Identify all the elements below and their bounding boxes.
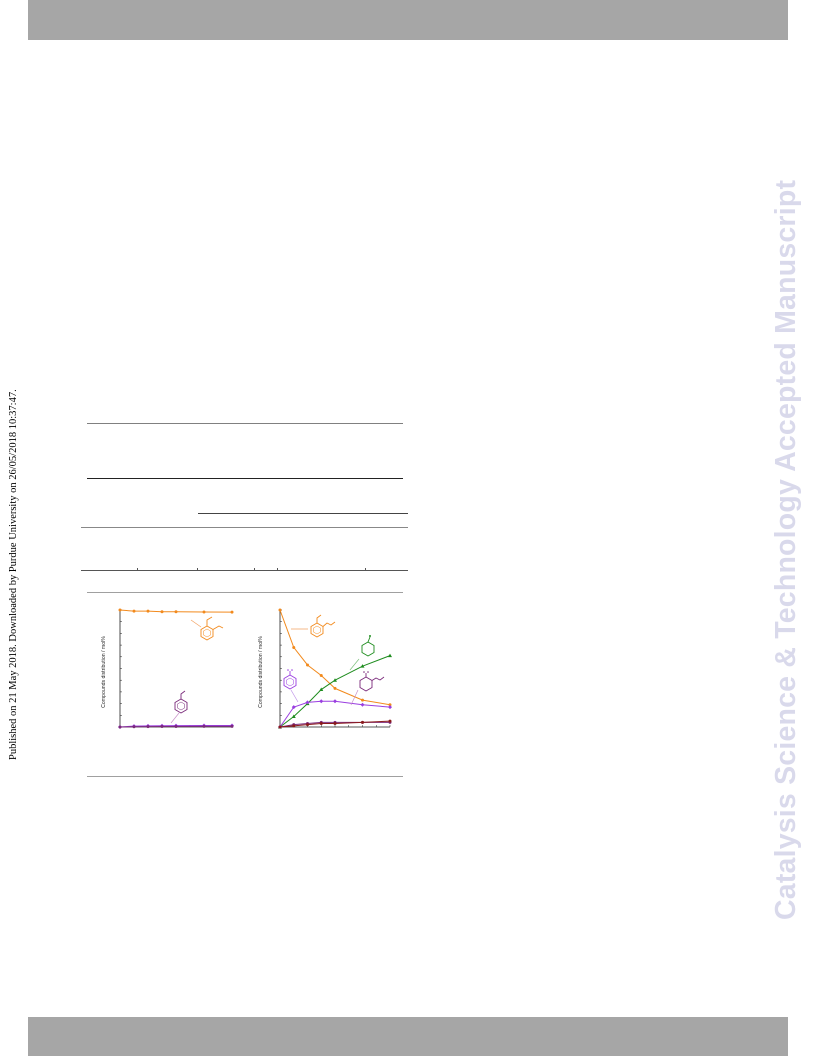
molecule-structure-orange-icon xyxy=(200,616,224,641)
data-point-purple xyxy=(160,725,164,729)
chart-right: Compounds distribution / mol% xyxy=(255,602,405,737)
data-point-orange xyxy=(278,608,282,612)
data-point-orange xyxy=(202,610,206,614)
data-point-violet xyxy=(333,699,337,704)
published-note: Published on 21 May 2018. Downloaded by … xyxy=(8,389,19,760)
footer-band xyxy=(28,1017,788,1056)
data-point-green xyxy=(388,653,392,658)
data-point-purple xyxy=(118,725,122,729)
molecule-structure-violet-icon xyxy=(283,669,297,690)
data-point-maroon xyxy=(333,721,337,725)
table-subheader-rule xyxy=(198,513,408,514)
series-line-green xyxy=(279,655,391,728)
data-point-orange xyxy=(160,610,164,614)
table-top-rule xyxy=(87,423,403,424)
header-band xyxy=(28,0,788,40)
watermark: Catalysis Science & Technology Accepted … xyxy=(770,179,802,920)
data-point-orange xyxy=(319,674,323,678)
data-point-orange xyxy=(146,609,150,613)
chart-left: Compounds distribution / mol% xyxy=(95,602,245,737)
data-point-orange xyxy=(361,698,364,702)
data-point-green xyxy=(360,664,365,668)
chart-right-ylabel: Compounds distribution / mol% xyxy=(258,636,264,708)
chart-left-svg: Compounds distribution / mol% xyxy=(101,608,234,729)
data-point-purple xyxy=(132,725,136,729)
data-point-orange xyxy=(388,703,392,707)
arrow-purple xyxy=(350,689,359,706)
arrow-green xyxy=(349,658,360,671)
molecule-structure-green-icon xyxy=(361,635,375,657)
data-point-purple xyxy=(146,725,150,729)
data-point-orange xyxy=(306,663,309,667)
data-point-violet xyxy=(305,700,310,705)
chart-right-svg: Compounds distribution / mol% xyxy=(258,608,392,729)
data-point-purple xyxy=(174,725,178,729)
data-point-maroon xyxy=(292,724,296,728)
table-mid-rule xyxy=(81,527,408,528)
data-point-maroon xyxy=(361,720,364,724)
data-point-purple xyxy=(230,724,234,728)
data-point-violet xyxy=(291,705,296,710)
data-point-orange xyxy=(132,609,136,613)
table-bottom-rule xyxy=(81,568,408,571)
data-point-maroon xyxy=(306,723,309,727)
figure-top-rule xyxy=(87,592,403,593)
data-point-maroon xyxy=(319,721,323,725)
data-point-purple xyxy=(202,724,206,728)
data-point-maroon xyxy=(388,719,392,723)
data-point-green xyxy=(333,678,337,682)
molecule-structure-purple-icon xyxy=(174,690,188,714)
data-point-orange xyxy=(333,686,337,690)
data-point-maroon xyxy=(278,725,282,729)
series-line-orange xyxy=(279,609,391,706)
data-point-orange xyxy=(174,610,178,614)
table-header-rule xyxy=(87,478,403,479)
molecule-structure-orange-icon xyxy=(310,614,336,638)
data-point-green xyxy=(291,714,296,718)
arrow-purple xyxy=(170,712,180,724)
data-point-orange xyxy=(118,608,122,612)
data-point-green xyxy=(319,687,324,692)
data-point-orange xyxy=(230,610,234,614)
data-point-violet xyxy=(360,702,365,707)
arrow-orange xyxy=(190,619,202,628)
data-point-violet xyxy=(388,705,392,710)
data-point-orange xyxy=(292,645,296,649)
molecule-structure-purple-icon xyxy=(359,671,385,692)
data-point-violet xyxy=(319,699,324,704)
figure-bottom-rule xyxy=(87,776,403,777)
arrow-violet xyxy=(290,689,299,703)
chart-left-ylabel: Compounds distribution / mol% xyxy=(101,636,107,708)
